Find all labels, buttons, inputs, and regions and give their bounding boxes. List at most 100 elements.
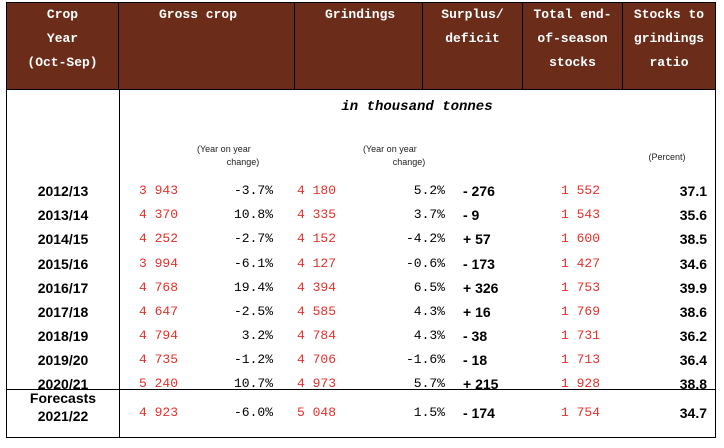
table-row: Forecasts 2021/22 4 923 -6.0% 5 048 1.5% - 174… (7, 390, 715, 441)
grindings-change: 3.7% (413, 207, 445, 222)
header-line: Stocks to (633, 7, 705, 22)
header-line: Total end- (533, 7, 612, 22)
surplus-deficit-value: + 16 (463, 304, 491, 320)
surplus-deficit-value: - 276 (463, 183, 495, 199)
header-crop-year: Crop Year (Oct-Sep) (7, 3, 119, 89)
divider (119, 89, 120, 437)
stocks-value: 1 543 (561, 207, 601, 222)
crop-year-cell: 2018/19 (7, 324, 119, 348)
gross-crop-change: -6.0% (233, 405, 273, 420)
header-line: of-season (537, 31, 608, 46)
gross-crop-value: 5 240 (139, 376, 179, 391)
gross-crop-value: 4 370 (139, 207, 179, 222)
header-gross-crop: Gross crop (119, 3, 295, 89)
gross-crop-value: 3 943 (139, 183, 179, 198)
ratio-value: 37.1 (679, 183, 707, 199)
grindings-value: 4 973 (297, 376, 337, 391)
surplus-deficit-value: - 174 (463, 405, 495, 421)
gross-crop-value: 3 994 (139, 256, 179, 271)
table-row: 2013/14 4 370 10.8% 4 335 3.7% - 9 1 543 35.6 (7, 203, 715, 227)
crop-year-text: 2015/16 (37, 256, 89, 272)
crop-year-text: 2013/14 (37, 207, 89, 223)
grindings-value: 4 127 (297, 256, 337, 271)
cocoa-balance-table: Crop Year (Oct-Sep) Gross crop Grindings… (6, 2, 716, 438)
crop-year-cell: 2019/20 (7, 348, 119, 372)
table-row: 2019/20 4 735 -1.2% 4 706 -1.6% - 18 1 713 36.4 (7, 348, 715, 372)
surplus-deficit-value: - 18 (463, 352, 488, 368)
surplus-deficit-value: + 57 (463, 231, 491, 247)
crop-year-text: 2016/17 (37, 280, 89, 296)
grindings-value: 4 394 (297, 280, 337, 295)
crop-year-text: 2012/13 (37, 183, 89, 199)
grindings-change: 4.3% (413, 328, 445, 343)
crop-year-text: 2019/20 (37, 352, 89, 368)
gross-crop-change: -2.5% (233, 304, 273, 319)
gross-crop-change: 10.8% (233, 207, 273, 222)
surplus-deficit-value: + 215 (463, 376, 499, 392)
stocks-value: 1 600 (561, 231, 601, 246)
header-line: stocks (549, 55, 596, 70)
gross-crop-value: 4 252 (139, 231, 179, 246)
header-line: Crop (46, 7, 79, 22)
gross-crop-change: -3.7% (233, 183, 273, 198)
grindings-change: -4.2% (405, 231, 445, 246)
crop-year-cell: 2013/14 (7, 203, 119, 227)
crop-year-text: Forecasts (29, 390, 97, 406)
grindings-value: 4 180 (297, 183, 337, 198)
stocks-value: 1 713 (561, 352, 601, 367)
stocks-value: 1 928 (561, 376, 601, 391)
note-line: change) (226, 157, 260, 167)
crop-year-cell: 2016/17 (7, 276, 119, 300)
gross-crop-value: 4 647 (139, 304, 179, 319)
crop-year-text: 2018/19 (37, 328, 89, 344)
grindings-value: 4 585 (297, 304, 337, 319)
ratio-value: 34.6 (679, 256, 707, 272)
ratio-value: 38.6 (679, 304, 707, 320)
ratio-value: 34.7 (679, 405, 707, 421)
gross-crop-value: 4 923 (139, 405, 179, 420)
grindings-value: 4 152 (297, 231, 337, 246)
header-line: grindings (633, 31, 705, 46)
stocks-value: 1 552 (561, 183, 601, 198)
grindings-value: 4 784 (297, 328, 337, 343)
crop-year-cell: 2015/16 (7, 252, 119, 276)
gross-crop-change: -6.1% (233, 256, 273, 271)
header-line: deficit (445, 31, 500, 46)
crop-year-cell: 2017/18 (7, 300, 119, 324)
header-total-stocks: Total end- of-season stocks (523, 3, 623, 89)
grindings-change: -1.6% (405, 352, 445, 367)
header-line: (Oct-Sep) (27, 55, 98, 70)
table-row: 2014/15 4 252 -2.7% 4 152 -4.2% + 57 1 600 38.5 (7, 227, 715, 251)
gross-crop-value: 4 768 (139, 280, 179, 295)
yoy-note-gross: (Year on year change) (197, 143, 289, 169)
ratio-value: 36.4 (679, 352, 707, 368)
table-row: 2012/13 3 943 -3.7% 4 180 5.2% - 276 1 552 37.1 (7, 179, 715, 203)
header-grindings: Grindings (295, 3, 423, 89)
stocks-value: 1 427 (561, 256, 601, 271)
crop-year-cell: 2012/13 (7, 179, 119, 203)
stocks-value: 1 769 (561, 304, 601, 319)
grindings-change: -0.6% (405, 256, 445, 271)
table-row: 2018/19 4 794 3.2% 4 784 4.3% - 38 1 731 36.2 (7, 324, 715, 348)
crop-year-text: 2017/18 (37, 304, 89, 320)
grindings-change: 1.5% (413, 405, 445, 420)
surplus-deficit-value: - 9 (463, 207, 480, 223)
grindings-value: 5 048 (297, 405, 337, 420)
gross-crop-change: -2.7% (233, 231, 273, 246)
header-surplus-deficit: Surplus/ deficit (423, 3, 523, 89)
ratio-value: 36.2 (679, 328, 707, 344)
crop-year-cell: Forecasts 2021/22 (7, 389, 119, 429)
grindings-change: 5.7% (413, 376, 445, 391)
crop-year-text: 2014/15 (37, 231, 89, 247)
ratio-value: 38.5 (679, 231, 707, 247)
table-row: 2016/17 4 768 19.4% 4 394 6.5% + 326 1 753 39.9 (7, 276, 715, 300)
grindings-value: 4 706 (297, 352, 337, 367)
percent-note: (Percent) (648, 152, 686, 162)
surplus-deficit-value: - 38 (463, 328, 488, 344)
note-line: (Year on year (197, 144, 251, 154)
ratio-value: 39.9 (679, 280, 707, 296)
ratio-value: 35.6 (679, 207, 707, 223)
yoy-note-grindings: (Year on year change) (363, 143, 455, 169)
table-row: 2017/18 4 647 -2.5% 4 585 4.3% + 16 1 769 38.6 (7, 300, 715, 324)
gross-crop-change: 3.2% (241, 328, 273, 343)
